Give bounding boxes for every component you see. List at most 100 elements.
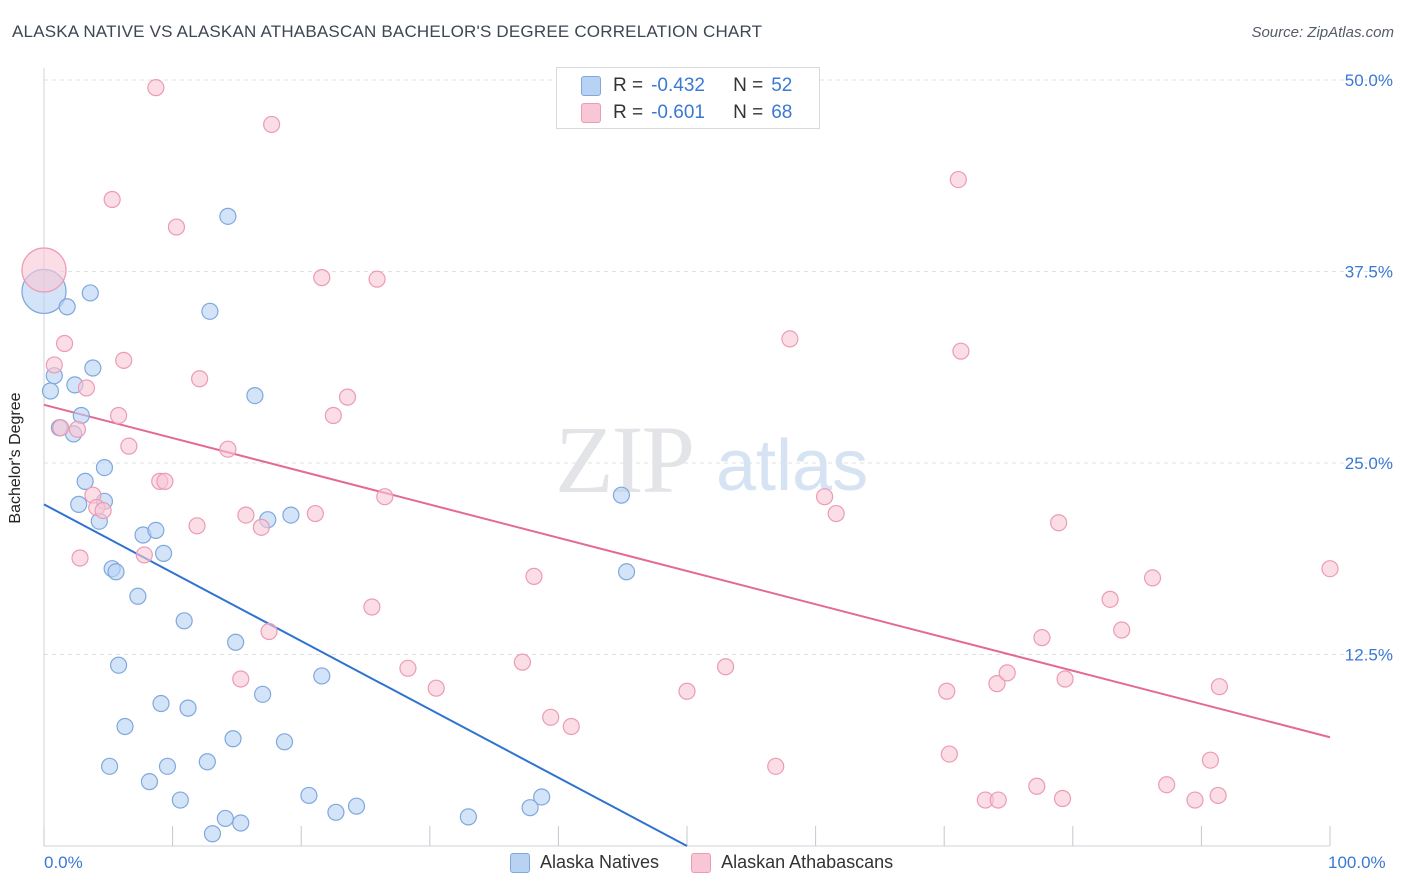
- legend-swatch-blue: [510, 852, 530, 873]
- point-alaskan-athabascans: [938, 682, 956, 700]
- trend-line-alaskan-athabascans: [43, 403, 1331, 739]
- point-alaskan-athabascans: [120, 437, 138, 455]
- point-alaska-natives: [254, 685, 272, 703]
- point-alaskan-athabascans: [1101, 590, 1119, 608]
- point-alaska-natives: [459, 808, 477, 826]
- legend-r-value: -0.432: [651, 75, 705, 96]
- legend-row-alaskan-athabascans: R = -0.601 N = 68: [581, 100, 792, 126]
- point-alaska-natives: [154, 544, 173, 562]
- legend-item-alaskan-athabascans[interactable]: Alaskan Athabascans: [691, 852, 893, 873]
- point-alaska-natives: [76, 472, 94, 490]
- point-alaskan-athabascans: [767, 757, 785, 775]
- trend-line-alaska-natives: [43, 503, 688, 847]
- point-alaskan-athabascans: [816, 488, 834, 506]
- point-alaska-natives: [533, 788, 551, 806]
- point-alaskan-athabascans: [562, 717, 580, 736]
- point-alaska-natives: [140, 773, 159, 791]
- point-alaska-natives: [224, 730, 242, 748]
- point-alaskan-athabascans: [513, 653, 531, 671]
- point-alaskan-athabascans: [252, 518, 270, 536]
- point-alaskan-athabascans: [1053, 789, 1072, 808]
- point-alaskan-athabascans: [998, 664, 1016, 682]
- point-alaskan-athabascans: [1143, 569, 1162, 587]
- legend-swatch-pink: [581, 103, 601, 123]
- point-alaska-natives: [41, 382, 60, 400]
- point-alaska-natives: [171, 791, 189, 809]
- watermark-atlas: atlas: [716, 426, 868, 506]
- point-alaskan-athabascans: [338, 388, 357, 406]
- point-alaska-natives: [179, 699, 197, 717]
- point-alaskan-athabascans: [716, 658, 735, 676]
- point-alaskan-athabascans: [1209, 786, 1227, 805]
- point-alaska-natives: [147, 521, 165, 540]
- point-alaska-natives: [232, 814, 250, 832]
- legend-swatch-pink: [691, 852, 712, 873]
- point-alaskan-athabascans: [368, 270, 386, 288]
- point-alaskan-athabascans: [94, 501, 112, 520]
- point-alaskan-athabascans: [52, 419, 70, 437]
- legend-n-label: N =: [733, 102, 764, 123]
- x-tick-min: 0.0%: [44, 853, 83, 872]
- chart-title: ALASKA NATIVE VS ALASKAN ATHABASCAN BACH…: [12, 22, 763, 41]
- point-alaskan-athabascans: [21, 247, 67, 293]
- point-alaska-natives: [109, 656, 128, 674]
- point-alaskan-athabascans: [363, 598, 381, 616]
- point-alaskan-athabascans: [1186, 791, 1204, 809]
- point-alaskan-athabascans: [77, 379, 96, 397]
- point-alaskan-athabascans: [1113, 621, 1131, 639]
- point-alaskan-athabascans: [115, 351, 133, 369]
- point-alaska-natives: [521, 799, 539, 817]
- point-alaskan-athabascans: [1050, 514, 1068, 532]
- point-alaska-natives: [198, 753, 216, 771]
- point-alaska-natives: [158, 757, 177, 775]
- point-alaskan-athabascans: [427, 679, 445, 697]
- point-alaska-natives: [84, 359, 102, 377]
- legend-item-alaska-natives[interactable]: Alaska Natives: [510, 852, 659, 873]
- source-label: Source: ZipAtlas.com: [1251, 24, 1394, 41]
- point-alaskan-athabascans: [324, 406, 342, 425]
- point-alaskan-athabascans: [103, 190, 121, 209]
- point-alaska-natives: [100, 757, 119, 775]
- y-tick-label: 12.5%: [1345, 646, 1393, 665]
- point-alaskan-athabascans: [949, 170, 967, 189]
- point-alaska-natives: [95, 458, 114, 477]
- point-alaska-natives: [116, 717, 134, 736]
- point-alaska-natives: [201, 302, 219, 320]
- point-alaskan-athabascans: [542, 708, 560, 726]
- x-tick-max: 100.0%: [1328, 853, 1386, 872]
- point-alaska-natives: [246, 386, 264, 405]
- point-alaska-natives: [275, 733, 294, 751]
- point-alaska-natives: [227, 633, 245, 651]
- point-alaska-natives: [152, 694, 170, 713]
- point-alaska-natives: [203, 825, 222, 843]
- legend-label: Alaskan Athabascans: [721, 852, 894, 872]
- point-alaska-natives: [219, 207, 237, 225]
- point-alaskan-athabascans: [109, 406, 128, 425]
- y-tick-label: 25.0%: [1345, 454, 1393, 473]
- point-alaskan-athabascans: [219, 440, 237, 458]
- legend-n-value: 52: [771, 75, 793, 96]
- point-alaska-natives: [347, 797, 366, 815]
- point-alaska-natives: [327, 803, 345, 821]
- y-axis-label: Bachelor's Degree: [7, 392, 24, 524]
- point-alaskan-athabascans: [147, 79, 165, 97]
- point-alaska-natives: [70, 495, 88, 513]
- point-alaskan-athabascans: [306, 504, 324, 523]
- point-alaska-natives: [282, 506, 300, 524]
- point-alaskan-athabascans: [188, 517, 206, 535]
- point-alaska-natives: [313, 667, 331, 685]
- point-alaskan-athabascans: [313, 269, 331, 287]
- point-alaskan-athabascans: [988, 675, 1006, 693]
- point-alaska-natives: [175, 612, 193, 630]
- point-alaskan-athabascans: [399, 659, 417, 677]
- y-tick-label: 37.5%: [1345, 263, 1393, 282]
- point-alaskan-athabascans: [237, 506, 255, 524]
- y-tick-labels: 12.5% 25.0% 37.5% 50.0%: [1345, 71, 1393, 665]
- data-points: [21, 79, 1339, 843]
- grid-lines: [44, 79, 1392, 655]
- point-alaskan-athabascans: [1056, 670, 1074, 688]
- legend-row-alaska-natives: R = -0.432 N = 52: [581, 73, 793, 99]
- point-alaska-natives: [612, 486, 631, 504]
- point-alaskan-athabascans: [952, 342, 970, 360]
- point-alaska-natives: [58, 298, 76, 316]
